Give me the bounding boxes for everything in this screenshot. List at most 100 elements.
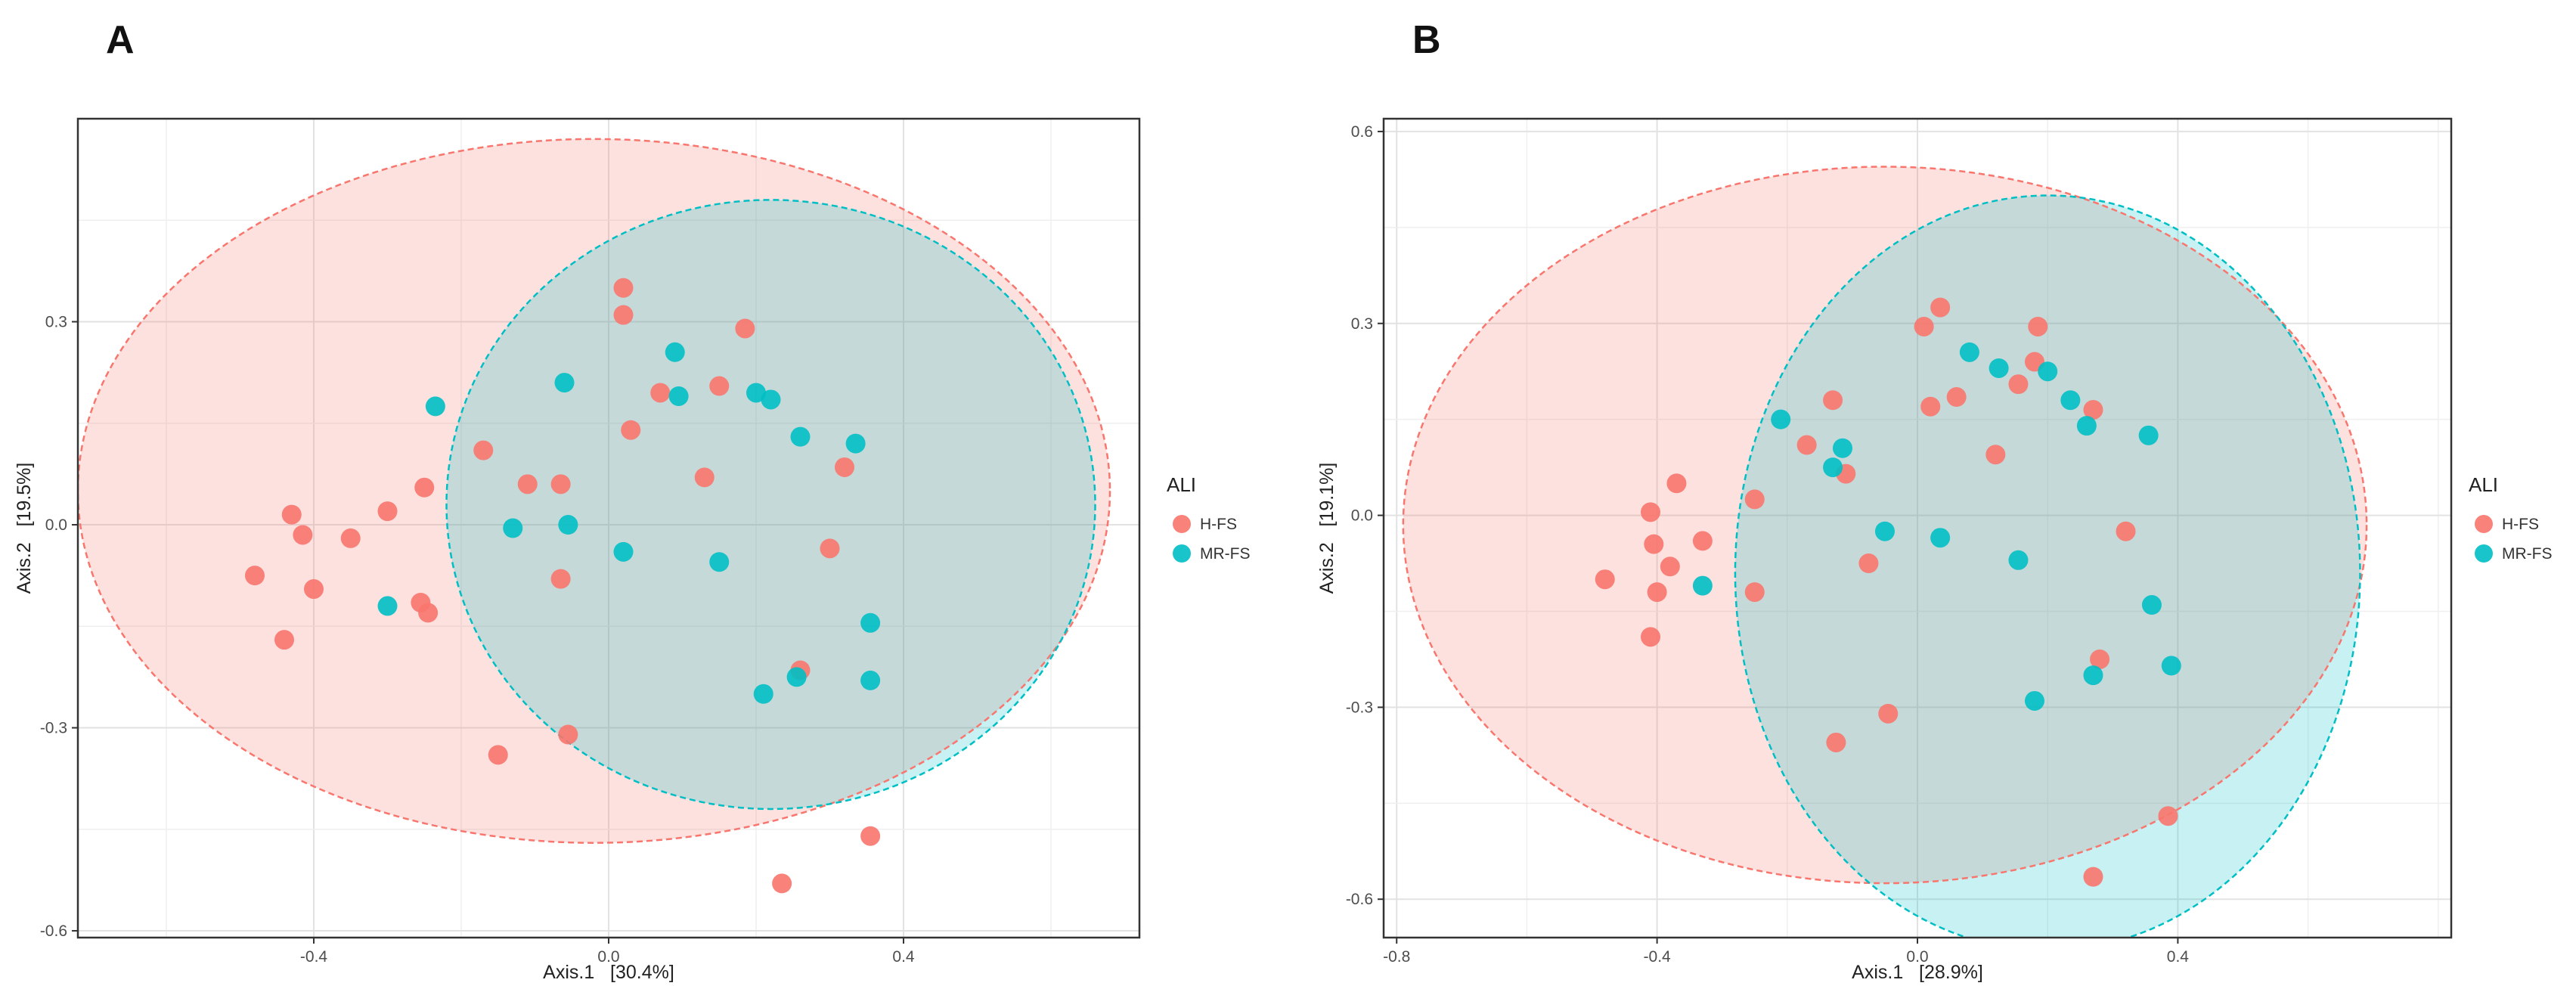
- point-h-fs: [1641, 627, 1660, 647]
- point-h-fs: [1823, 390, 1843, 411]
- legend-title: ALI: [2469, 473, 2498, 496]
- point-h-fs: [613, 277, 634, 298]
- legend-title: ALI: [1167, 473, 1196, 496]
- y-axis-title: Axis.2 [19.1%]: [1316, 463, 1338, 594]
- legend-label-h-fs: H-FS: [1200, 516, 1237, 533]
- y-tick-label: 0.0: [1351, 507, 1373, 525]
- ellipse-fill-mr-fs: [1735, 195, 2361, 938]
- y-tick-label: -0.3: [1346, 699, 1373, 716]
- panel-b: B -0.8 -0.4 0.0 0.4 -0.6 -0.3 0.0 0.3 0.6 Axis.1 […: [1316, 18, 2553, 983]
- points: [1595, 297, 2181, 887]
- point-h-fs: [2090, 649, 2110, 669]
- point-h-fs: [517, 474, 538, 494]
- legend-label-mr-fs: MR-FS: [2502, 545, 2553, 563]
- point-h-fs: [2158, 806, 2178, 826]
- point-mr-fs: [554, 373, 575, 393]
- point-mr-fs: [2138, 425, 2159, 445]
- point-h-fs: [550, 474, 571, 494]
- point-h-fs: [550, 569, 571, 589]
- point-h-fs: [1878, 703, 1899, 724]
- point-mr-fs: [665, 342, 685, 362]
- y-tick-label: -0.6: [40, 922, 67, 940]
- point-h-fs: [1985, 445, 2006, 465]
- y-tick-label: -0.6: [1346, 891, 1373, 908]
- point-mr-fs: [2076, 416, 2097, 436]
- legend-key-h-fs: [1173, 515, 1191, 533]
- y-tick-label: 0.3: [45, 314, 67, 331]
- legend-key-mr-fs: [2475, 544, 2493, 563]
- point-h-fs: [1930, 297, 1951, 318]
- ellipse-outline-mr-fs: [445, 199, 1096, 811]
- point-h-fs: [735, 318, 755, 339]
- point-mr-fs: [790, 426, 811, 447]
- point-mr-fs: [1989, 358, 2009, 378]
- point-mr-fs: [2141, 595, 2162, 615]
- point-mr-fs: [1930, 528, 1951, 548]
- point-mr-fs: [2008, 550, 2029, 570]
- point-mr-fs: [860, 670, 881, 690]
- point-h-fs: [820, 538, 840, 559]
- point-h-fs: [293, 525, 313, 545]
- point-mr-fs: [753, 684, 773, 704]
- ellipse-fill-h-fs: [78, 138, 1110, 843]
- y-axis-title: Axis.2 [19.5%]: [14, 463, 35, 594]
- point-h-fs: [418, 603, 439, 623]
- ellipse-outline-h-fs: [1402, 166, 2368, 885]
- point-h-fs: [621, 420, 641, 440]
- point-h-fs: [1647, 582, 1667, 603]
- ellipse-fill-mr-fs: [446, 200, 1096, 809]
- grid: [1384, 119, 2451, 938]
- legend: ALI H-FS MR-FS: [2469, 473, 2553, 563]
- point-h-fs: [1666, 473, 1687, 494]
- legend-label-h-fs: H-FS: [2502, 516, 2539, 533]
- ellipse-outline-mr-fs: [1734, 194, 2361, 938]
- x-tick-label: -0.4: [300, 948, 328, 966]
- x-tick-label: -0.4: [1644, 948, 1672, 966]
- point-h-fs: [274, 630, 294, 650]
- panel-letter-a: A: [106, 18, 135, 62]
- x-tick-label: 0.4: [2167, 948, 2190, 966]
- point-h-fs: [613, 305, 634, 325]
- legend-key-h-fs: [2475, 515, 2493, 533]
- x-axis-title: Axis.1 [28.9%]: [1852, 962, 1983, 983]
- point-mr-fs: [709, 552, 730, 572]
- point-h-fs: [414, 477, 435, 498]
- point-mr-fs: [2083, 665, 2103, 686]
- y-tick-label: -0.3: [40, 720, 67, 737]
- point-mr-fs: [1874, 521, 1895, 541]
- point-mr-fs: [1959, 342, 1979, 362]
- x-tick-label: 0.0: [597, 948, 619, 966]
- point-h-fs: [2008, 374, 2029, 395]
- point-mr-fs: [1823, 457, 1843, 478]
- point-h-fs: [1796, 435, 1817, 455]
- panel-letter-b: B: [1412, 18, 1441, 62]
- point-h-fs: [2083, 867, 2103, 887]
- point-h-fs: [772, 873, 792, 894]
- point-h-fs: [488, 745, 508, 765]
- point-h-fs: [281, 504, 302, 525]
- point-h-fs: [2083, 399, 2103, 420]
- y-tick-label: 0.0: [45, 516, 67, 534]
- point-h-fs: [340, 528, 361, 548]
- point-h-fs: [1692, 531, 1713, 551]
- point-mr-fs: [377, 596, 398, 616]
- point-mr-fs: [613, 541, 634, 562]
- x-axis-title: Axis.1 [30.4%]: [543, 962, 674, 983]
- point-h-fs: [473, 440, 494, 460]
- point-h-fs: [1644, 534, 1664, 554]
- point-mr-fs: [786, 667, 807, 687]
- point-h-fs: [709, 376, 730, 396]
- point-mr-fs: [2038, 361, 2058, 382]
- point-h-fs: [1595, 569, 1615, 590]
- point-mr-fs: [1692, 575, 1713, 596]
- legend-key-mr-fs: [1173, 544, 1191, 563]
- point-h-fs: [694, 467, 715, 488]
- point-mr-fs: [425, 396, 445, 417]
- point-mr-fs: [558, 515, 578, 535]
- points: [245, 277, 881, 894]
- point-h-fs: [1826, 732, 1846, 752]
- point-h-fs: [1914, 316, 1934, 336]
- point-mr-fs: [1771, 409, 1791, 429]
- x-tick-label: 0.4: [892, 948, 915, 966]
